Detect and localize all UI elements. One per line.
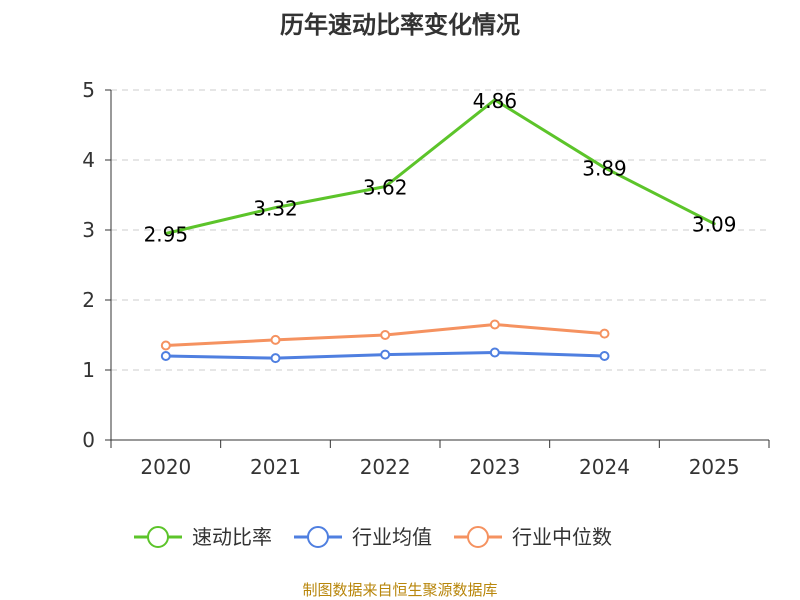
axes: 0 1 2 3 4 5 2020 2021 2022 2023 2024 2025 (82, 78, 770, 479)
data-label: 3.09 (692, 213, 737, 237)
series-layer (160, 98, 716, 364)
gridlines (111, 89, 769, 371)
legend-label: 速动比率 (192, 525, 272, 549)
series-point (489, 319, 500, 330)
series-point (599, 351, 610, 361)
series-point (270, 353, 281, 364)
x-tick-label: 2024 (579, 455, 630, 479)
data-labels: 2.95 3.32 3.62 4.86 3.89 3.09 (144, 89, 737, 247)
data-label: 2.95 (144, 223, 189, 247)
data-label: 3.62 (363, 176, 408, 200)
y-tick-label: 2 (82, 288, 95, 312)
x-tick-label: 2021 (250, 455, 301, 479)
data-label: 3.89 (582, 157, 627, 181)
y-tick-label: 1 (82, 358, 95, 382)
series-line (164, 98, 716, 235)
x-tick-label: 2020 (140, 455, 191, 479)
series-point (270, 334, 281, 345)
x-tick-label: 2025 (689, 455, 740, 479)
y-tick-label: 3 (82, 218, 95, 242)
series-point (160, 340, 171, 351)
chart-title: 历年速动比率变化情况 (280, 11, 520, 39)
legend-item[interactable]: 速动比率 (134, 525, 272, 549)
legend-marker (147, 526, 169, 548)
data-label: 3.32 (253, 197, 298, 221)
series-point (380, 349, 391, 360)
series-point (489, 347, 500, 358)
legend-label: 行业均值 (352, 525, 432, 549)
legend-marker (467, 526, 489, 548)
legend-marker (307, 526, 329, 548)
x-tick-label: 2022 (360, 455, 411, 479)
data-label: 4.86 (473, 89, 518, 113)
x-tick-label: 2023 (469, 455, 520, 479)
series-point (380, 330, 391, 340)
legend-label: 行业中位数 (512, 525, 612, 549)
y-tick-label: 5 (82, 78, 95, 102)
series-point (599, 328, 610, 339)
y-tick-label: 0 (82, 428, 95, 452)
legend[interactable]: 速动比率 行业均值 行业中位数 (134, 525, 612, 549)
source-note: 制图数据来自恒生聚源数据库 (302, 581, 497, 599)
series-point (160, 351, 171, 361)
legend-item[interactable]: 行业中位数 (454, 525, 612, 549)
y-tick-label: 4 (82, 148, 95, 172)
legend-item[interactable]: 行业均值 (294, 525, 432, 549)
